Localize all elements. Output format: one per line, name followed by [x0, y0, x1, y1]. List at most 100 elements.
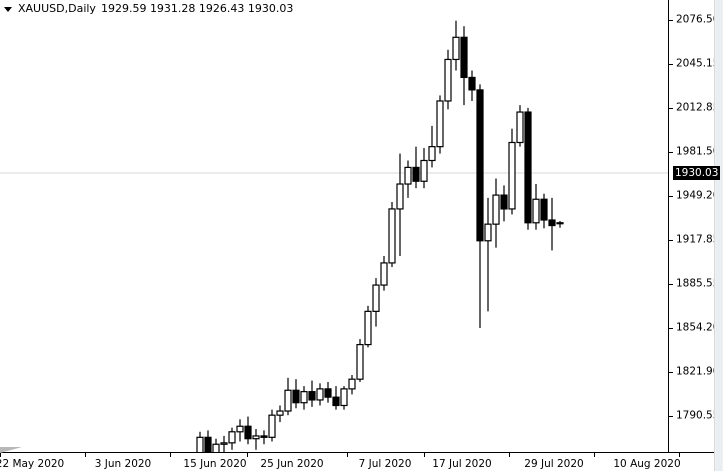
current-price-badge: 1930.03 [673, 166, 721, 180]
chart-header: XAUUSD,Daily 1929.59 1931.28 1926.43 193… [4, 2, 293, 16]
candle [220, 435, 228, 452]
candle-body-bearish [332, 396, 340, 407]
candle [212, 438, 220, 452]
candle-body-bullish [364, 310, 372, 346]
symbol-period-label: XAUUSD,Daily [18, 2, 96, 15]
candle-body-bullish [356, 343, 364, 380]
candle [468, 70, 476, 101]
candle-body-bullish [380, 262, 388, 286]
candle-body-bearish [540, 198, 548, 221]
price-axis[interactable]: 2076.50 2045.15 2012.85 1981.50 1949.20 1917.… [668, 0, 719, 452]
candle-body-bearish [412, 166, 420, 182]
candle [540, 193, 548, 229]
time-axis-label: 17 Jul 2020 [432, 458, 492, 470]
price-axis-label: 1917.85 [676, 233, 720, 246]
price-axis-label: 1885.55 [676, 277, 720, 290]
candle [308, 380, 316, 407]
time-tick [347, 453, 348, 457]
candle [460, 26, 468, 106]
candle [364, 305, 372, 348]
time-axis-label: 3 Jun 2020 [94, 458, 152, 470]
candle [412, 146, 420, 189]
candle-body-bearish [476, 89, 484, 242]
vertical-scrollbar[interactable] [714, 0, 723, 471]
candle [404, 160, 412, 198]
candle-body-bullish [196, 436, 204, 452]
candle [244, 416, 252, 445]
price-tick [669, 196, 673, 197]
time-tick [424, 453, 425, 457]
candle [292, 379, 300, 409]
candle [556, 221, 564, 228]
candle-body-bullish [252, 435, 260, 440]
candle-body-bullish [532, 198, 540, 224]
candle [508, 128, 516, 215]
time-tick [170, 453, 171, 457]
price-tick [669, 416, 673, 417]
price-axis-label: 1790.55 [676, 409, 720, 422]
candle [548, 197, 556, 251]
candle-body-bullish [284, 389, 292, 412]
price-axis-label: 2045.15 [676, 57, 720, 70]
candle-body-bearish [308, 391, 316, 401]
time-tick [85, 453, 86, 457]
candle [204, 430, 212, 452]
price-tick [669, 284, 673, 285]
chevron-down-icon[interactable] [4, 6, 12, 12]
time-axis-label: 15 Jun 2020 [183, 458, 247, 470]
candle-body-bearish [460, 36, 468, 79]
time-axis-label: 25 Jun 2020 [260, 458, 324, 470]
candle-body-bullish [228, 431, 236, 444]
candlestick-series [0, 20, 668, 452]
price-tick [669, 328, 673, 329]
candle [268, 409, 276, 442]
candle [276, 405, 284, 423]
time-axis-label: 22 May 2020 [0, 458, 65, 470]
candle-body-bullish [452, 36, 460, 61]
candle [396, 153, 404, 256]
candle-body-bullish [396, 183, 404, 210]
candle-body-bullish [268, 414, 276, 438]
price-axis-label: 1949.20 [676, 189, 720, 202]
candle [324, 381, 332, 403]
vertical-scrollbar-thumb[interactable] [716, 0, 722, 471]
candle-body-bearish [244, 425, 252, 440]
candle-body-bullish [236, 425, 244, 433]
time-axis-label: 10 Aug 2020 [613, 458, 681, 470]
candle-body-bullish [300, 391, 308, 404]
chart-plot-area[interactable] [0, 0, 668, 452]
candle-body-bullish [276, 410, 284, 416]
time-tick [509, 453, 510, 457]
time-axis-label: 7 Jul 2020 [358, 458, 412, 470]
candle-body-bullish [508, 141, 516, 210]
price-axis-label: 2076.50 [676, 13, 720, 26]
candle [196, 431, 204, 452]
candle [332, 386, 340, 410]
candle-body-bearish [324, 388, 332, 398]
candle [340, 386, 348, 410]
candle [252, 429, 260, 450]
candle-body-bearish [204, 436, 212, 452]
candle [300, 386, 308, 410]
candle-body-bullish [388, 208, 396, 264]
candle [372, 278, 380, 327]
candle-body-bullish [340, 388, 348, 407]
chart-shift-marker[interactable] [0, 447, 22, 453]
candle-body-bullish [220, 442, 228, 445]
candle-body-bearish [292, 389, 300, 404]
time-tick [594, 453, 595, 457]
candle-body-bullish [516, 111, 524, 144]
candle-body-bullish [316, 388, 324, 401]
candle [524, 107, 532, 230]
candle-body-bullish [404, 166, 412, 185]
candle [516, 105, 524, 147]
candle [260, 430, 268, 445]
candle-body-bearish [468, 76, 476, 91]
price-tick [669, 64, 673, 65]
price-axis-label: 2012.85 [676, 101, 720, 114]
candle [492, 178, 500, 248]
candle [484, 197, 492, 312]
candle [380, 255, 388, 291]
time-axis[interactable]: 22 May 2020 3 Jun 2020 15 Jun 2020 25 Jun 2… [0, 447, 716, 471]
